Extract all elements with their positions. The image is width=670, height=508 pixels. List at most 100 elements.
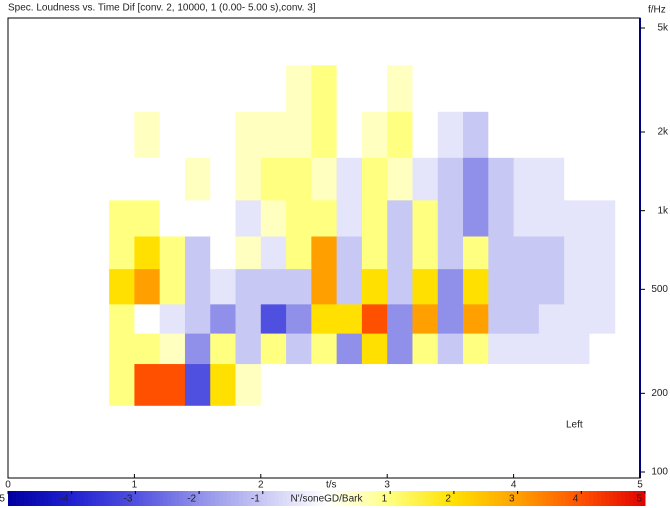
heat-cell	[488, 157, 515, 201]
y-tick-label: 1k	[657, 205, 669, 216]
colorbar-segment	[374, 491, 379, 506]
heat-cell	[513, 111, 540, 158]
colorbar-segment	[362, 491, 367, 506]
colorbar-label: N'/soneGD/Bark	[291, 494, 364, 505]
x-tick-label: 0	[5, 480, 11, 491]
colorbar-segment	[99, 491, 105, 506]
y-tick-label: 200	[651, 388, 668, 399]
colorbar-segment	[493, 491, 499, 506]
heat-cell	[361, 65, 388, 112]
colorbar-segment	[314, 491, 320, 506]
heat-cell	[134, 333, 161, 365]
colorbar-segment	[641, 491, 646, 506]
colorbar-segment	[593, 491, 598, 506]
colorbar-segment	[195, 491, 200, 506]
heat-cell	[437, 157, 464, 201]
colorbar-segment	[465, 491, 471, 506]
colorbar-segment	[47, 491, 53, 506]
colorbar-segment	[123, 491, 128, 506]
heat-cell	[109, 111, 135, 158]
heat-cell	[134, 199, 161, 237]
heat-cell	[463, 268, 489, 305]
colorbar-segment	[513, 491, 519, 506]
colorbar-segment	[394, 491, 399, 506]
colorbar-segment	[278, 491, 284, 506]
colorbar-segment	[378, 491, 383, 506]
colorbar-segment	[203, 491, 208, 506]
x-tick-label: 3	[384, 480, 390, 491]
colorbar-tick-label: 1	[382, 494, 388, 505]
heat-cell	[564, 157, 590, 201]
heat-cell	[412, 303, 439, 334]
heat-cell	[311, 199, 338, 237]
colorbar-segment	[573, 491, 578, 506]
heat-cell	[513, 199, 540, 237]
heat-cell	[134, 303, 161, 334]
colorbar-segment	[549, 491, 554, 506]
colorbar-segment	[270, 491, 276, 506]
colorbar-tick-label: -2	[187, 494, 196, 505]
colorbar-segment	[406, 491, 411, 506]
heat-cell	[412, 111, 439, 158]
colorbar-tick-label: 4	[573, 494, 579, 505]
heat-cell	[412, 268, 439, 305]
colorbar-segment	[131, 491, 136, 506]
heat-cell	[109, 235, 135, 270]
heat-cell	[235, 235, 262, 270]
heat-cell	[412, 199, 439, 237]
heat-cell	[412, 333, 439, 365]
heat-cell	[311, 363, 338, 406]
heat-cell	[184, 65, 211, 112]
colorbar-segment	[11, 491, 17, 506]
colorbar-segment	[211, 491, 216, 506]
heat-cell	[260, 235, 287, 270]
colorbar-segment	[386, 491, 391, 506]
heat-cell	[437, 199, 464, 237]
heat-cell	[159, 111, 186, 158]
heat-cell	[488, 303, 515, 334]
colorbar-segment	[31, 491, 37, 506]
heat-cell	[184, 199, 211, 237]
heat-cell	[311, 111, 338, 158]
heat-cell	[538, 333, 565, 365]
colorbar-segment	[163, 491, 168, 506]
heat-cell	[260, 333, 287, 365]
heat-cell	[387, 235, 413, 270]
heat-cell	[184, 268, 211, 305]
y-tick-label: 500	[651, 284, 668, 295]
colorbar-segment	[414, 491, 419, 506]
heat-cell	[387, 363, 413, 406]
colorbar-segment	[366, 491, 371, 506]
heat-cell	[387, 333, 413, 365]
chart-title: Spec. Loudness vs. Time Dif [conv. 2, 10…	[8, 3, 316, 14]
heat-cell	[311, 303, 338, 334]
heat-cell	[235, 268, 262, 305]
heat-cell	[159, 235, 186, 270]
heat-cell	[387, 199, 413, 237]
colorbar-segment	[637, 491, 642, 506]
colorbar-tick-label: -5	[0, 494, 5, 505]
colorbar-segment	[79, 491, 85, 506]
heat-cell	[513, 268, 540, 305]
heat-cell	[260, 65, 287, 112]
heat-cell	[387, 157, 413, 201]
colorbar-tick-label: -3	[123, 494, 132, 505]
colorbar-segment	[318, 491, 324, 506]
colorbar-segment	[258, 491, 264, 506]
heat-cell	[260, 303, 287, 334]
heat-cell	[134, 363, 161, 406]
heat-cell	[437, 303, 464, 334]
heat-cell	[260, 199, 287, 237]
heat-cell	[513, 235, 540, 270]
colorbar-segment	[402, 491, 407, 506]
heat-cell	[260, 363, 287, 406]
colorbar-segment	[621, 491, 626, 506]
heat-cell	[538, 111, 565, 158]
colorbar-segment	[115, 491, 120, 506]
heat-cell	[361, 157, 388, 201]
colorbar-segment	[155, 491, 160, 506]
heat-cell	[336, 235, 363, 270]
colorbar-segment	[605, 491, 610, 506]
heat-cell	[159, 268, 186, 305]
heat-cell	[286, 235, 312, 270]
